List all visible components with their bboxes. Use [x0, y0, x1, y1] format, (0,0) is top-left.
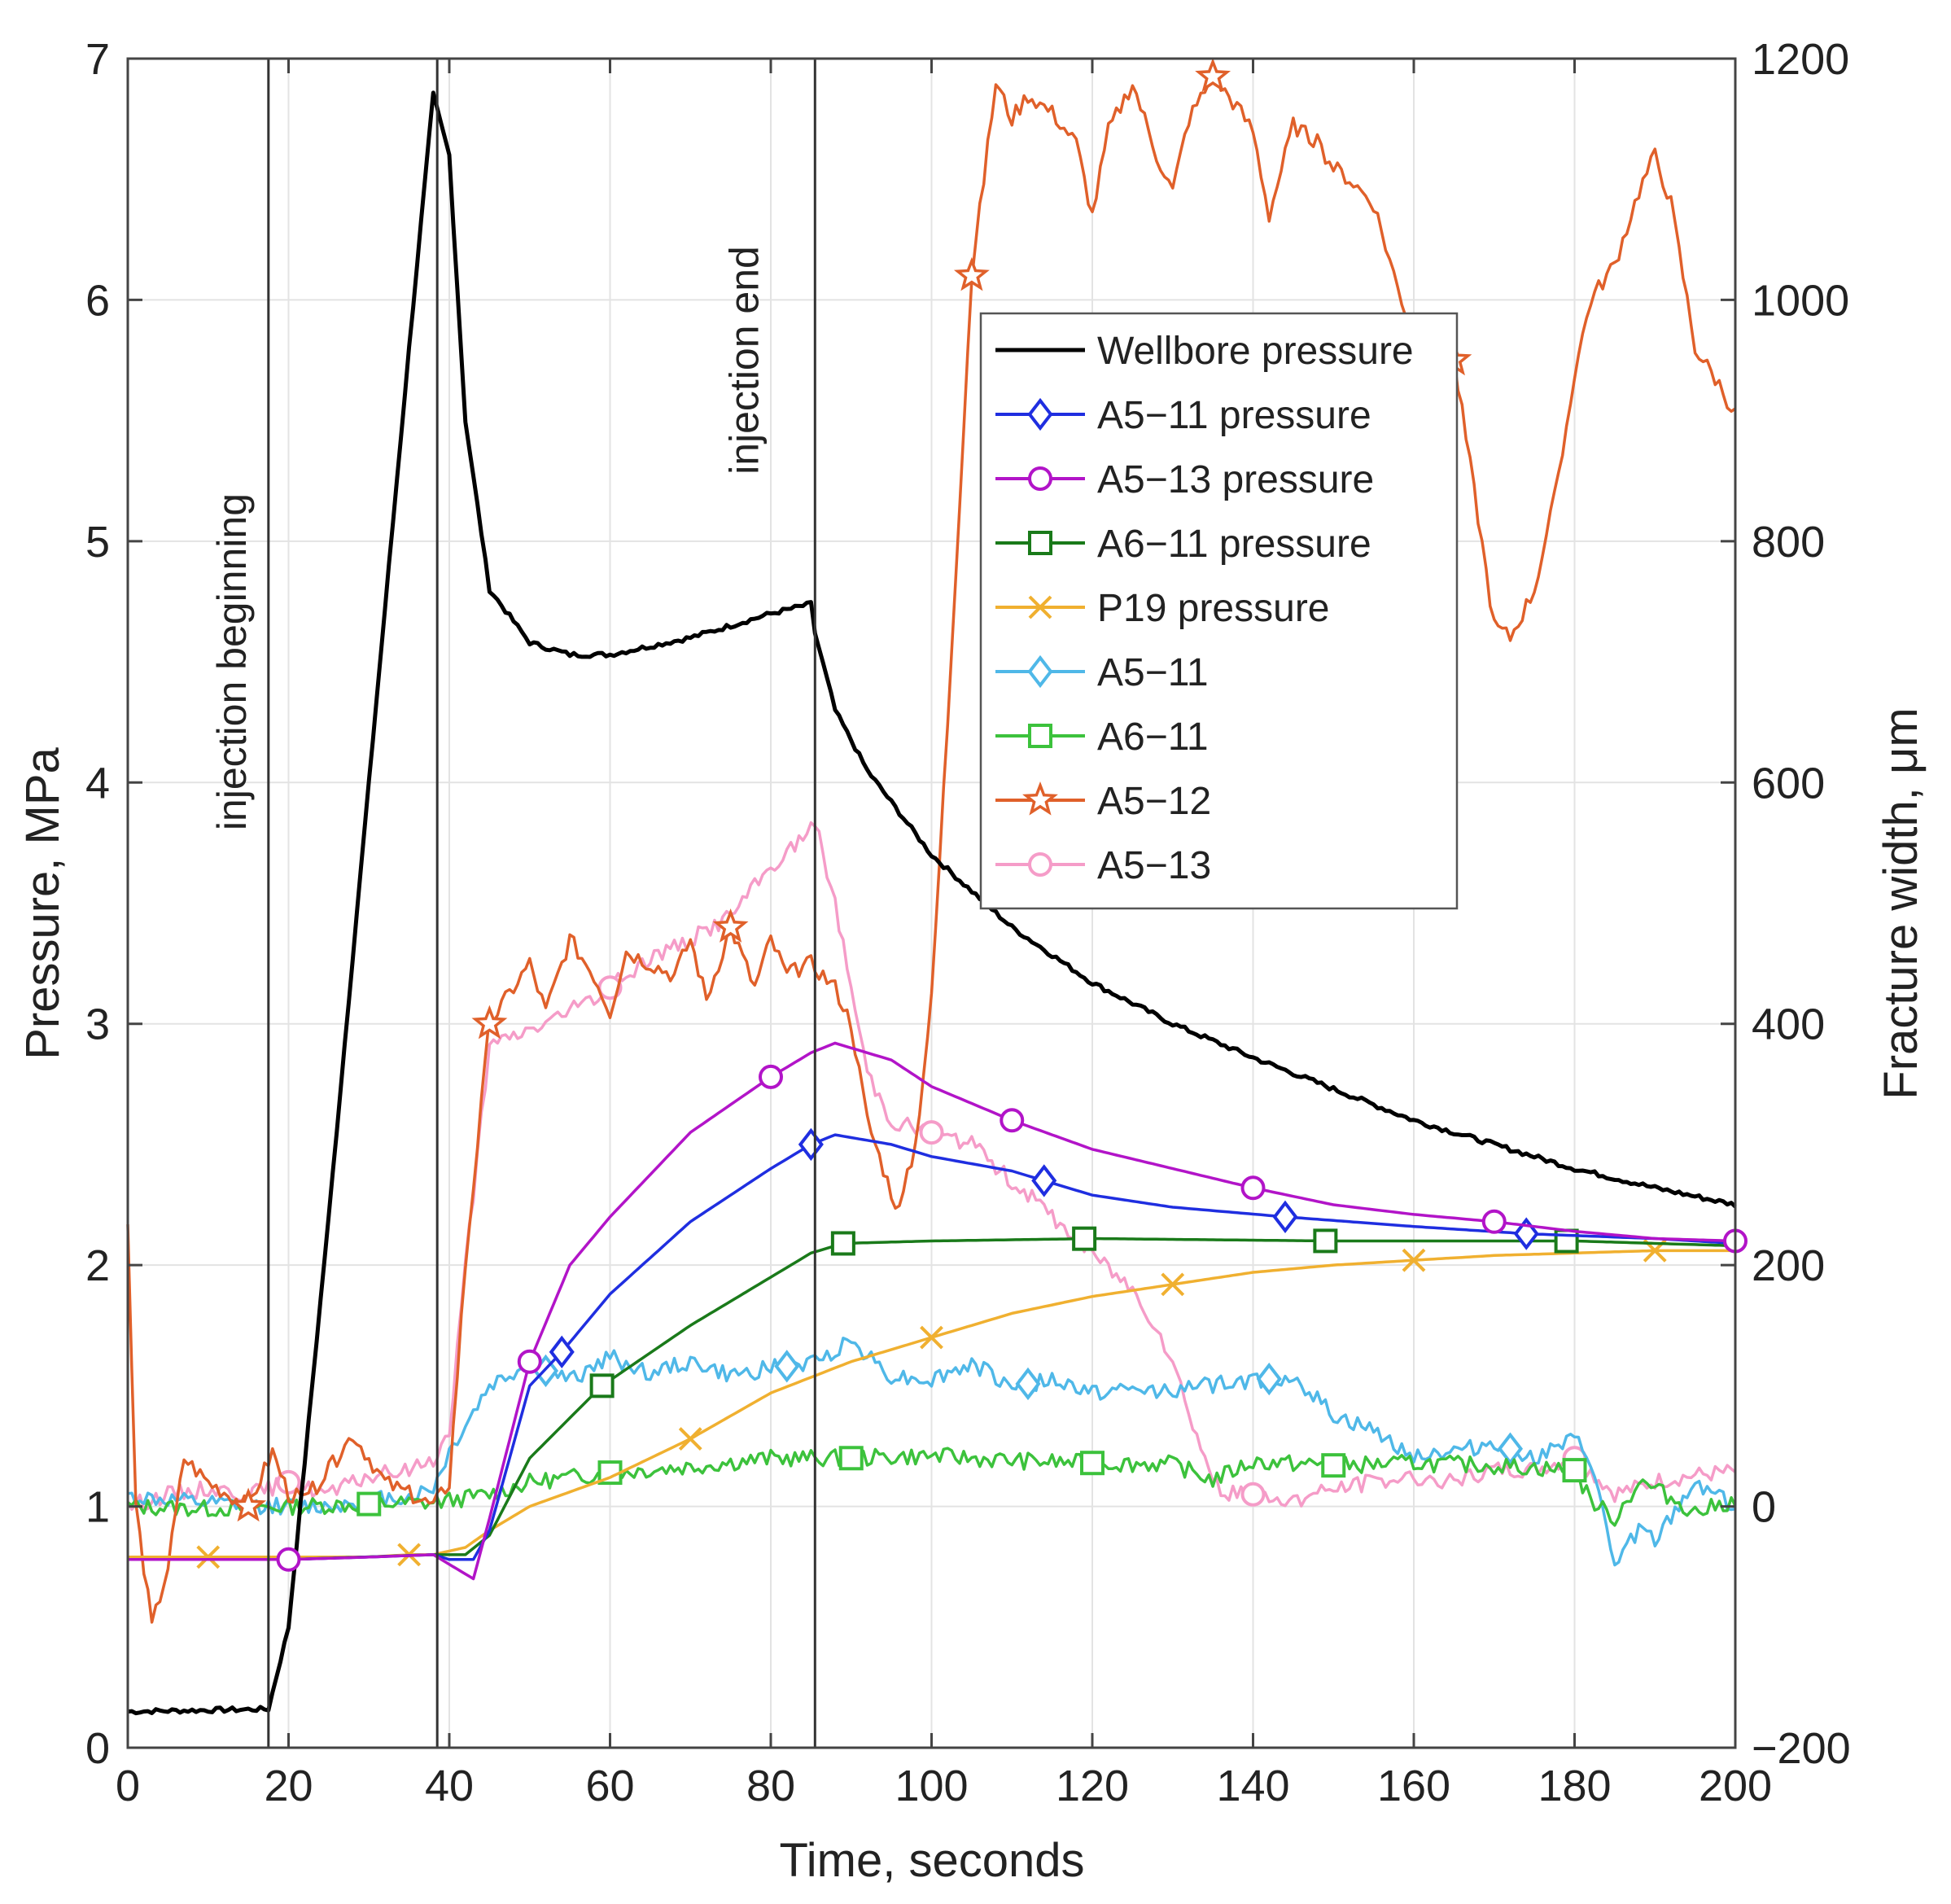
legend-label: A5−12 — [1097, 780, 1211, 823]
y-left-tick-label: 0 — [85, 1724, 110, 1773]
data-point — [1015, 1367, 1041, 1401]
data-point — [1240, 1175, 1266, 1201]
data-point — [1313, 1228, 1338, 1254]
y-axis-right-title: Fracture width, μm — [1874, 707, 1927, 1099]
y-right-tick-label: −200 — [1752, 1724, 1851, 1773]
legend: Wellbore pressure A5−11 pressure A5−13 pre… — [979, 312, 1459, 910]
series-line — [126, 74, 1736, 1624]
x-tick-label: 160 — [1377, 1762, 1450, 1810]
x-tick-label: 100 — [895, 1762, 968, 1810]
series-a6-11 — [127, 1446, 1737, 1527]
x-tick-label: 60 — [585, 1762, 634, 1810]
data-point — [1481, 1209, 1507, 1234]
legend-label: A6−11 — [1097, 716, 1209, 759]
data-point — [196, 1545, 221, 1569]
y-right-tick-label: 400 — [1752, 1000, 1825, 1049]
series-line — [127, 1337, 1736, 1567]
x-tick-label: 80 — [746, 1762, 795, 1810]
data-point — [517, 1349, 542, 1374]
data-point — [920, 1325, 943, 1350]
legend-label: Wellbore pressure — [1097, 330, 1414, 373]
data-point — [1072, 1226, 1097, 1251]
x-tick-label: 120 — [1056, 1762, 1129, 1810]
y-left-tick-label: 4 — [85, 759, 110, 808]
series-line — [127, 90, 1737, 1716]
legend-marker — [1028, 531, 1052, 555]
data-point — [678, 1427, 702, 1451]
data-point — [919, 1120, 944, 1145]
legend-marker — [1028, 466, 1052, 491]
data-point — [774, 1350, 800, 1383]
data-point — [230, 1487, 267, 1522]
y-left-tick-label: 6 — [85, 276, 110, 325]
y-right-tick-label: 600 — [1752, 759, 1825, 808]
data-point — [830, 1231, 855, 1256]
data-point — [759, 1064, 783, 1089]
data-point — [1080, 1451, 1105, 1476]
data-point — [276, 1547, 301, 1572]
x-tick-label: 200 — [1699, 1762, 1772, 1810]
y-right-tick-label: 0 — [1752, 1483, 1776, 1532]
legend-marker — [1028, 724, 1052, 748]
data-point — [589, 1373, 615, 1398]
y-right-tick-label: 800 — [1752, 518, 1825, 567]
data-point — [1402, 1248, 1426, 1272]
legend-marker — [1027, 397, 1053, 431]
y-left-tick-label: 7 — [85, 35, 110, 84]
x-tick-label: 20 — [264, 1762, 313, 1810]
legend-label: P19 pressure — [1097, 587, 1330, 630]
y-right-tick-label: 1000 — [1752, 276, 1849, 325]
x-tick-label: 0 — [116, 1762, 140, 1810]
data-point — [1161, 1272, 1185, 1297]
data-point — [1272, 1200, 1298, 1234]
legend-marker — [1022, 781, 1058, 816]
legend-marker — [1028, 595, 1052, 619]
x-tick-label: 40 — [425, 1762, 474, 1810]
y-left-tick-label: 2 — [85, 1241, 110, 1290]
data-point — [1562, 1458, 1587, 1483]
legend-marker — [1027, 654, 1053, 689]
data-point — [838, 1446, 864, 1471]
y-right-tick-label: 1200 — [1752, 35, 1849, 84]
data-point — [471, 1005, 508, 1040]
injection-end-label: injection end — [721, 246, 767, 475]
data-point — [712, 908, 749, 943]
x-tick-label: 140 — [1216, 1762, 1289, 1810]
legend-marker — [1028, 852, 1052, 877]
data-point — [357, 1491, 382, 1517]
data-point — [1000, 1108, 1025, 1133]
y-left-tick-label: 3 — [85, 1000, 110, 1049]
data-point — [1240, 1482, 1266, 1507]
data-point — [953, 256, 990, 291]
legend-label: A5−11 pressure — [1097, 394, 1371, 437]
data-series — [126, 58, 1748, 1716]
injection-beginning-label: injection beginning — [209, 493, 255, 830]
y-left-tick-label: 1 — [85, 1483, 110, 1532]
legend-label: A6−11 pressure — [1097, 523, 1371, 566]
data-point — [1031, 1164, 1057, 1197]
y-axis-left-title: Pressure, MPa — [16, 746, 69, 1059]
x-axis-title: Time, seconds — [780, 1834, 1085, 1887]
injection-markers: injection beginning injection end — [209, 59, 816, 1748]
data-point — [1195, 58, 1231, 92]
y-right-tick-label: 200 — [1752, 1241, 1825, 1290]
series-line — [127, 1447, 1737, 1527]
series-a5-13-pressure — [128, 1041, 1748, 1581]
x-tick-label: 180 — [1538, 1762, 1611, 1810]
axis-ticks: 0 20 40 60 80 100 120 140 160 180 200 0 1 2 3 4 5 6 7 −200 0… — [85, 35, 1851, 1810]
data-point — [1497, 1432, 1524, 1465]
y-left-tick-label: 5 — [85, 518, 110, 567]
data-point — [1256, 1362, 1282, 1396]
data-point — [798, 1127, 824, 1162]
legend-label: A5−11 — [1097, 651, 1209, 694]
data-point — [549, 1335, 575, 1369]
data-point — [1321, 1453, 1346, 1478]
legend-label: A5−13 pressure — [1097, 458, 1374, 501]
legend-label: A5−13 — [1097, 844, 1211, 887]
series-line — [128, 1041, 1736, 1581]
legend-box — [979, 312, 1459, 910]
series-wellbore-pressure — [127, 90, 1737, 1716]
